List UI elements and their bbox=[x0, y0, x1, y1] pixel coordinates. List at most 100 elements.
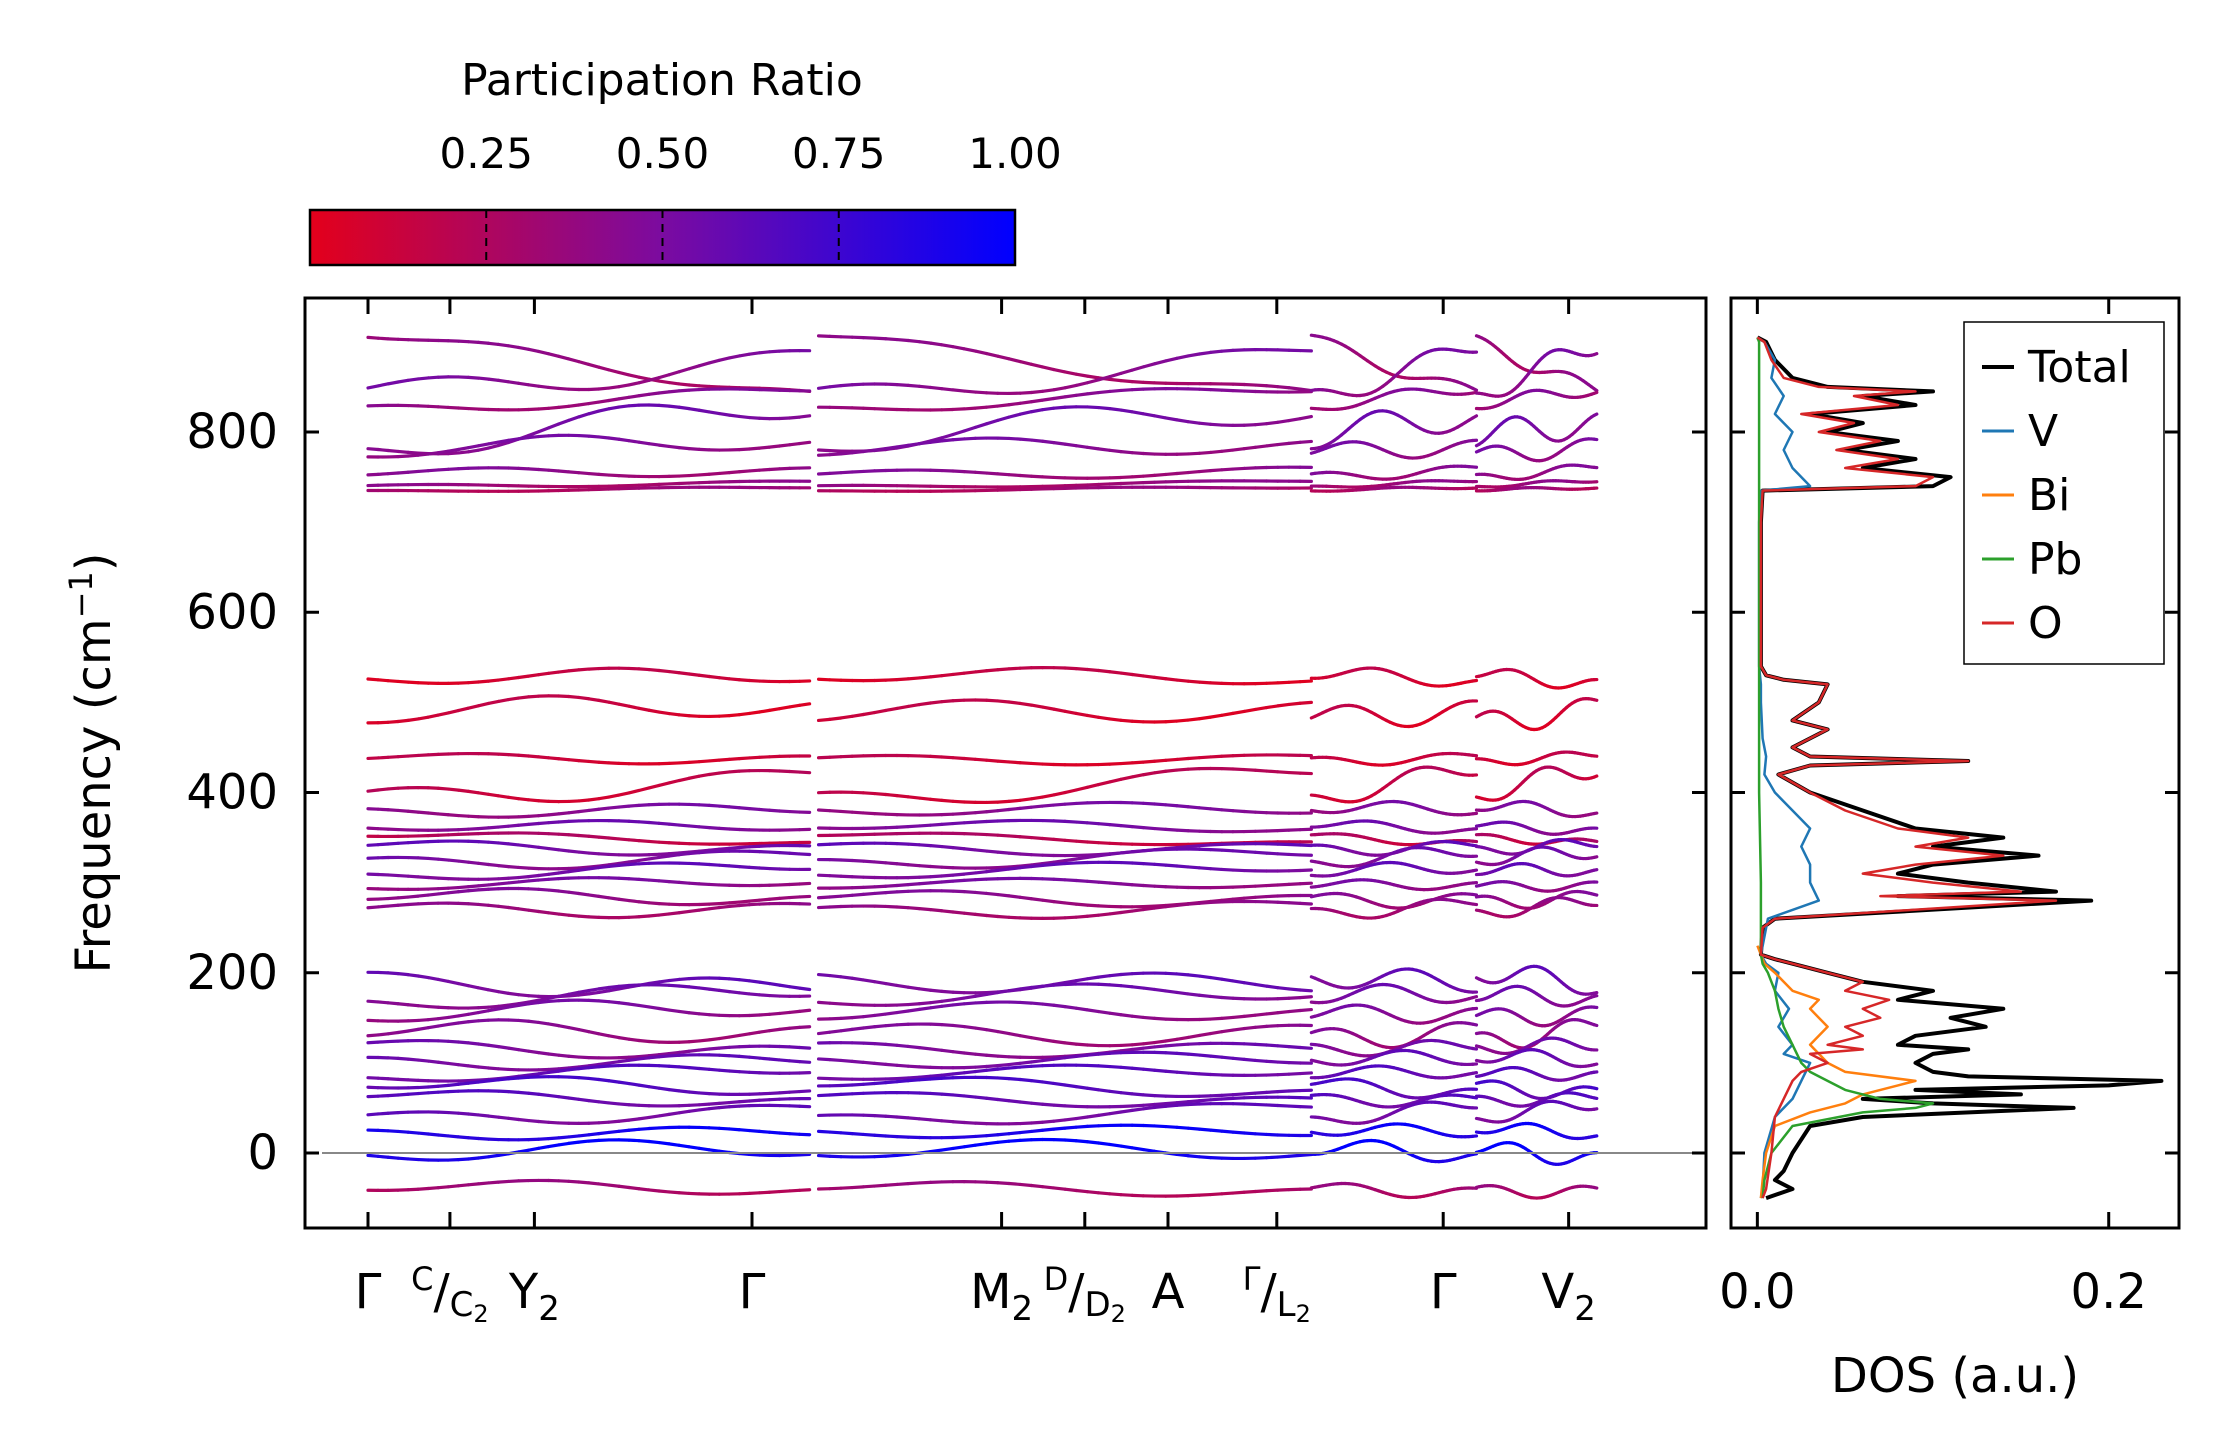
band-curve-segment bbox=[1208, 1156, 1224, 1160]
band-curve-segment bbox=[1018, 797, 1033, 802]
band-curve-segment bbox=[737, 1054, 751, 1059]
band-curve-segment bbox=[1007, 834, 1022, 839]
band-curve-segment bbox=[917, 1065, 933, 1069]
band-curve-segment bbox=[1164, 757, 1179, 762]
band-curve-segment bbox=[1040, 475, 1056, 480]
band-curve-segment bbox=[1130, 672, 1145, 678]
band-curve-segment bbox=[861, 448, 877, 454]
band-curve-segment bbox=[386, 1077, 400, 1081]
band-curve-segment bbox=[1018, 701, 1033, 707]
band-curve-segment bbox=[607, 1129, 621, 1135]
band-curve-segment bbox=[506, 842, 521, 847]
band-curve-segment bbox=[1063, 1125, 1078, 1130]
band-curve-segment bbox=[861, 469, 877, 474]
band-curve-segment bbox=[962, 820, 977, 825]
band-curve-segment bbox=[607, 836, 621, 841]
band-curve-segment bbox=[1264, 442, 1280, 448]
band-curve-segment bbox=[962, 1120, 977, 1125]
band-curve-segment bbox=[1029, 389, 1045, 395]
band-curve-segment bbox=[526, 1019, 541, 1025]
band-curve-segment bbox=[951, 429, 966, 437]
band-curve-segment bbox=[1096, 880, 1112, 885]
band-curve-segment bbox=[406, 453, 420, 458]
band-curve-segment bbox=[587, 1181, 601, 1186]
band-curve-segment bbox=[1074, 914, 1089, 919]
band-curve-segment bbox=[1287, 1104, 1302, 1109]
band-curve-segment bbox=[537, 426, 551, 434]
band-curve-segment bbox=[737, 806, 751, 811]
band-curve-segment bbox=[366, 756, 380, 761]
band-curve-segment bbox=[627, 915, 641, 919]
band-curve-segment bbox=[637, 1139, 651, 1144]
band-curve-segment bbox=[928, 844, 944, 849]
band-curve-segment bbox=[557, 912, 571, 917]
band-curve-segment bbox=[416, 974, 430, 980]
band-curve-segment bbox=[996, 759, 1011, 764]
band-curve-segment bbox=[884, 1134, 899, 1139]
band-curve-segment bbox=[416, 893, 430, 898]
band-curve-segment bbox=[940, 865, 955, 870]
band-curve-segment bbox=[577, 1076, 591, 1081]
band-curve-segment bbox=[787, 703, 802, 709]
band-curve-segment bbox=[657, 1189, 671, 1194]
band-curve-segment bbox=[657, 710, 671, 716]
band-curve-segment bbox=[816, 1030, 832, 1036]
band-curve-segment bbox=[1018, 390, 1033, 395]
band-curve-segment bbox=[1085, 445, 1101, 451]
band-curve-segment bbox=[607, 436, 621, 441]
band-curve-segment bbox=[828, 716, 843, 721]
band-curve-segment bbox=[506, 875, 521, 880]
band-curve-segment bbox=[376, 1094, 390, 1098]
band-curve-segment bbox=[1119, 1091, 1134, 1096]
band-curve-segment bbox=[839, 470, 854, 475]
band-curve-segment bbox=[1119, 1047, 1134, 1053]
band-curve-segment bbox=[839, 858, 854, 863]
band-curve-segment bbox=[386, 808, 400, 813]
band-curve-segment bbox=[839, 1131, 854, 1136]
band-curve-segment bbox=[1175, 864, 1190, 869]
band-curve-segment bbox=[1119, 1144, 1134, 1150]
band-curve-segment bbox=[928, 864, 944, 869]
band-curve-segment bbox=[1276, 770, 1291, 775]
band-curve-segment bbox=[1152, 862, 1168, 867]
band-curve-segment bbox=[597, 365, 611, 372]
band-curve-segment bbox=[1287, 440, 1302, 445]
band-curve-segment bbox=[567, 849, 581, 854]
band-curve-segment bbox=[757, 1056, 772, 1061]
band-curve-segment bbox=[1220, 848, 1235, 853]
band-curve-segment bbox=[1298, 843, 1313, 848]
band-curve-segment bbox=[787, 769, 802, 774]
band-curve-segment bbox=[687, 383, 701, 388]
band-curve-segment bbox=[828, 755, 843, 759]
band-curve-segment bbox=[884, 706, 899, 713]
band-curve-segment bbox=[1119, 379, 1134, 384]
band-curve-segment bbox=[1040, 1002, 1056, 1007]
band-curve-segment bbox=[547, 468, 561, 473]
colorbar-tick-label: 0.50 bbox=[616, 129, 710, 178]
band-curve-segment bbox=[1085, 879, 1101, 884]
band-curve-segment bbox=[727, 1127, 741, 1132]
band-curve-segment bbox=[396, 754, 410, 759]
band-curve-segment bbox=[996, 867, 1011, 872]
band-curve-segment bbox=[1141, 1093, 1157, 1098]
band-curve-segment bbox=[567, 758, 581, 763]
band-curve-segment bbox=[1164, 677, 1179, 682]
band-curve-segment bbox=[446, 1134, 460, 1139]
band-curve-segment bbox=[884, 445, 899, 451]
band-curve-segment bbox=[906, 906, 921, 911]
band-curve-segment bbox=[1085, 903, 1101, 908]
band-curve-segment bbox=[657, 854, 671, 860]
band-curve-segment bbox=[687, 714, 701, 718]
band-curve-segment bbox=[1186, 1052, 1201, 1057]
band-curve-segment bbox=[486, 377, 501, 382]
band-curve-segment bbox=[547, 877, 561, 881]
band-curve-segment bbox=[1152, 359, 1168, 366]
band-curve-segment bbox=[717, 1045, 731, 1050]
band-curve-segment bbox=[1152, 905, 1168, 910]
band-curve-segment bbox=[1264, 1155, 1280, 1160]
band-curve-segment bbox=[1253, 1024, 1269, 1029]
band-curve-segment bbox=[962, 847, 977, 852]
band-curve-segment bbox=[737, 447, 751, 452]
band-curve-segment bbox=[1063, 1187, 1078, 1193]
band-curve-segment bbox=[557, 404, 571, 409]
